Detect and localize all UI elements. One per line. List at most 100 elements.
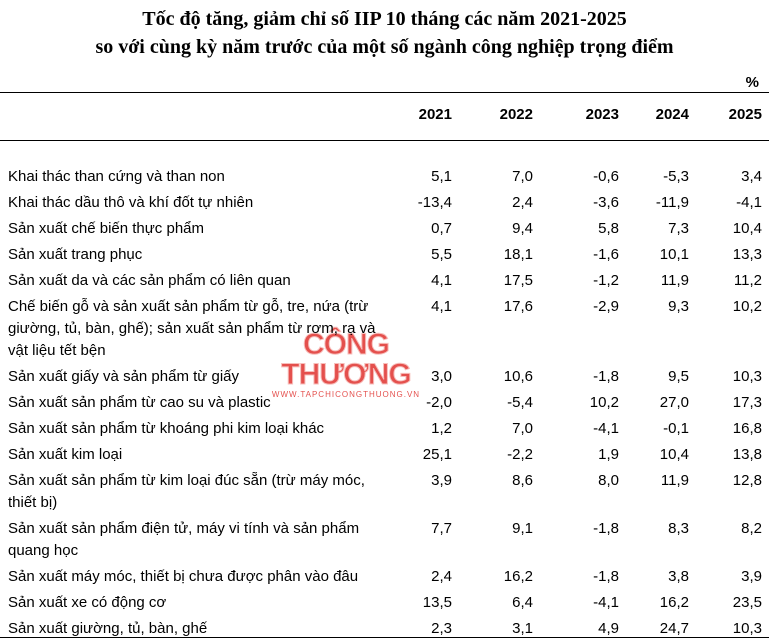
cell-value: 11,9 bbox=[660, 272, 689, 289]
cell-value: 2,3 bbox=[431, 620, 452, 637]
watermark: CÔNG THƯƠNG WWW.TAPCHICONGTHUONG.VN bbox=[256, 328, 436, 399]
rule bbox=[0, 140, 769, 141]
cell-value: 13,8 bbox=[732, 446, 762, 463]
row-label: Sản xuất sản phẩm từ kim loại đúc sẵn (t… bbox=[8, 472, 365, 511]
cell-value: 8,0 bbox=[598, 472, 619, 489]
cell-value: 7,0 bbox=[512, 420, 533, 437]
cell-value: 3,1 bbox=[512, 620, 533, 637]
cell-value: 7,0 bbox=[512, 168, 533, 185]
column-header: 2024 bbox=[655, 106, 689, 123]
title-line: Tốc độ tăng, giảm chỉ số IIP 10 tháng cá… bbox=[142, 8, 627, 30]
cell-value: 16,2 bbox=[503, 568, 533, 585]
cell-value: -1,8 bbox=[593, 368, 619, 385]
cell-value: 2,4 bbox=[431, 568, 452, 585]
cell-value: 13,3 bbox=[732, 246, 762, 263]
cell-value: 1,2 bbox=[431, 420, 452, 437]
title-line: so với cùng kỳ năm trước của một số ngàn… bbox=[95, 36, 674, 58]
cell-value: -1,8 bbox=[593, 520, 619, 537]
cell-value: -13,4 bbox=[417, 194, 452, 211]
cell-value: 18,1 bbox=[503, 246, 533, 263]
cell-value: -1,2 bbox=[593, 272, 619, 289]
cell-value: -2,0 bbox=[426, 394, 452, 411]
cell-value: 12,8 bbox=[732, 472, 762, 489]
cell-value: 5,5 bbox=[431, 246, 452, 263]
row-label: Sản xuất sản phẩm điện tử, máy vi tính v… bbox=[8, 520, 360, 559]
cell-value: 23,5 bbox=[732, 594, 762, 611]
cell-value: 10,1 bbox=[659, 246, 689, 263]
cell-value: -0,1 bbox=[663, 420, 689, 437]
cell-value: 11,2 bbox=[733, 272, 762, 289]
rule bbox=[0, 92, 769, 93]
watermark-brand: CÔNG THƯƠNG bbox=[281, 328, 412, 391]
column-header: 2023 bbox=[585, 106, 619, 123]
row-label: Sản xuất trang phục bbox=[8, 246, 143, 263]
cell-value: -4,1 bbox=[593, 594, 619, 611]
row-label: Sản xuất chế biến thực phẩm bbox=[8, 220, 204, 237]
cell-value: 2,4 bbox=[512, 194, 533, 211]
row-label: Khai thác dầu thô và khí đốt tự nhiên bbox=[8, 194, 254, 211]
cell-value: 7,3 bbox=[668, 220, 689, 237]
rule bbox=[0, 637, 769, 638]
cell-value: -5,4 bbox=[507, 394, 533, 411]
row-label: Chế biến gỗ và sản xuất sản phẩm từ gỗ, … bbox=[8, 298, 376, 359]
cell-value: 10,4 bbox=[659, 446, 689, 463]
cell-value: -2,2 bbox=[507, 446, 533, 463]
cell-value: 0,7 bbox=[431, 220, 452, 237]
cell-value: -5,3 bbox=[663, 168, 689, 185]
cell-value: 10,3 bbox=[732, 368, 762, 385]
cell-value: 6,4 bbox=[512, 594, 533, 611]
cell-value: 17,5 bbox=[503, 272, 533, 289]
cell-value: 16,2 bbox=[659, 594, 689, 611]
cell-value: 3,0 bbox=[431, 368, 452, 385]
cell-value: -11,9 bbox=[655, 194, 689, 211]
cell-value: -2,9 bbox=[593, 298, 619, 315]
cell-value: 27,0 bbox=[659, 394, 689, 411]
row-label: Sản xuất da và các sản phẩm có liên quan bbox=[8, 272, 291, 289]
cell-value: 5,8 bbox=[598, 220, 619, 237]
cell-value: -4,1 bbox=[593, 420, 619, 437]
cell-value: -0,6 bbox=[593, 168, 619, 185]
row-label: Sản xuất giấy và sản phẩm từ giấy bbox=[8, 368, 240, 385]
cell-value: 9,4 bbox=[512, 220, 533, 237]
cell-value: 8,3 bbox=[668, 520, 689, 537]
cell-value: 9,1 bbox=[512, 520, 533, 537]
cell-value: 3,8 bbox=[668, 568, 689, 585]
row-label: Sản xuất giường, tủ, bàn, ghế bbox=[8, 620, 208, 637]
cell-value: -3,6 bbox=[593, 194, 619, 211]
cell-value: 17,6 bbox=[503, 298, 533, 315]
column-header: 2022 bbox=[499, 106, 533, 123]
column-header: 2025 bbox=[728, 106, 762, 123]
cell-value: 8,6 bbox=[512, 472, 533, 489]
row-label: Sản xuất xe có động cơ bbox=[8, 594, 167, 611]
cell-value: 3,9 bbox=[431, 472, 452, 489]
cell-value: 9,5 bbox=[668, 368, 689, 385]
cell-value: 10,3 bbox=[732, 620, 762, 637]
row-label: Khai thác than cứng và than non bbox=[8, 168, 225, 185]
cell-value: 4,1 bbox=[431, 272, 452, 289]
cell-value: -1,6 bbox=[593, 246, 619, 263]
cell-value: 10,4 bbox=[732, 220, 762, 237]
cell-value: 16,8 bbox=[732, 420, 762, 437]
cell-value: 10,2 bbox=[732, 298, 762, 315]
row-label: Sản xuất sản phẩm từ khoáng phi kim loại… bbox=[8, 420, 325, 437]
cell-value: 10,2 bbox=[589, 394, 619, 411]
cell-value: 5,1 bbox=[431, 168, 452, 185]
cell-value: -1,8 bbox=[593, 568, 619, 585]
row-label: Sản xuất sản phẩm từ cao su và plastic bbox=[8, 394, 271, 411]
cell-value: 1,9 bbox=[598, 446, 619, 463]
cell-value: 7,7 bbox=[431, 520, 452, 537]
watermark-url: WWW.TAPCHICONGTHUONG.VN bbox=[271, 390, 421, 399]
cell-value: -4,1 bbox=[736, 194, 762, 211]
cell-value: 10,6 bbox=[503, 368, 533, 385]
row-label: Sản xuất kim loại bbox=[8, 446, 123, 463]
cell-value: 24,7 bbox=[659, 620, 689, 637]
cell-value: 3,9 bbox=[741, 568, 762, 585]
cell-value: 17,3 bbox=[732, 394, 762, 411]
cell-value: 13,5 bbox=[422, 594, 452, 611]
cell-value: 8,2 bbox=[741, 520, 762, 537]
column-header: 2021 bbox=[418, 106, 452, 123]
cell-value: 9,3 bbox=[668, 298, 689, 315]
cell-value: 11,9 bbox=[660, 472, 689, 489]
row-label: Sản xuất máy móc, thiết bị chưa được phâ… bbox=[8, 568, 359, 585]
